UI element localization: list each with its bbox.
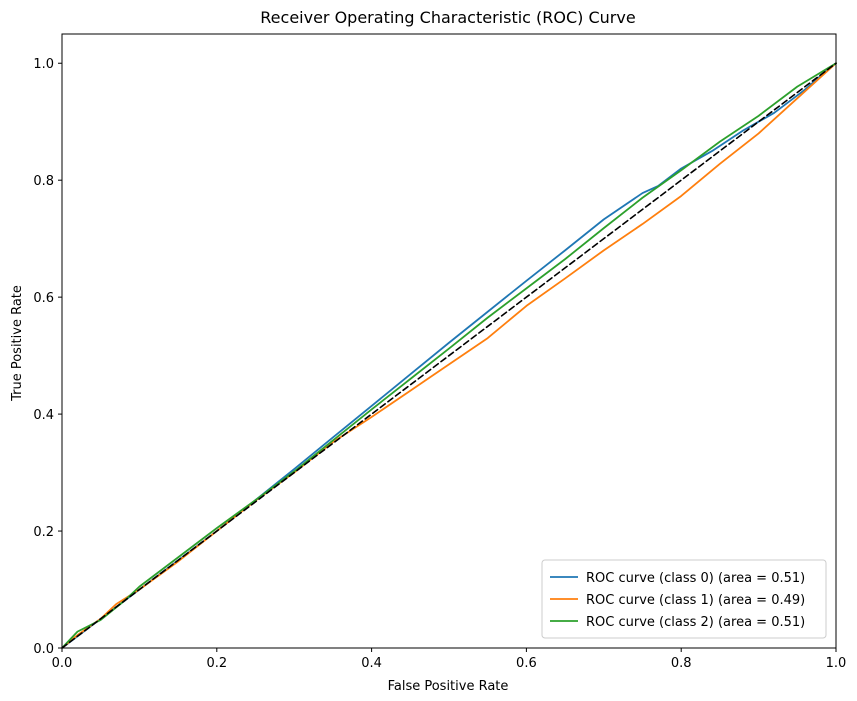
chance-diagonal-line — [61, 62, 837, 649]
y-tick-label: 0.6 — [33, 291, 54, 306]
x-tick-label: 1.0 — [826, 656, 847, 671]
x-tick-label: 0.6 — [516, 656, 537, 671]
x-tick-label: 0.4 — [361, 656, 382, 671]
y-tick-label: 0.8 — [33, 174, 54, 189]
x-tick-label: 0.2 — [206, 656, 227, 671]
chart-title: Receiver Operating Characteristic (ROC) … — [260, 8, 635, 27]
x-tick-label: 0.0 — [52, 656, 73, 671]
legend-box — [541, 559, 827, 639]
roc-series-line-class-2 — [61, 62, 837, 649]
legend-entry-label: ROC curve (class 1) (area = 0.49) — [586, 593, 805, 608]
y-tick-label: 0.0 — [33, 642, 54, 657]
x-axis-label: False Positive Rate — [388, 679, 509, 694]
plot-frame — [61, 33, 837, 649]
y-tick-label: 1.0 — [33, 57, 54, 72]
legend-entry-label: ROC curve (class 0) (area = 0.51) — [586, 571, 805, 586]
legend-entry-label: ROC curve (class 2) (area = 0.51) — [586, 615, 805, 630]
series-layer — [61, 62, 837, 649]
y-axis-label: True Positive Rate — [10, 285, 25, 402]
legend: ROC curve (class 0) (area = 0.51) ROC cur… — [541, 559, 827, 639]
y-tick-label: 0.4 — [33, 408, 54, 423]
plot-area — [62, 34, 836, 648]
x-tick-label: 0.8 — [671, 656, 692, 671]
ticks-layer: 0.0 0.2 0.4 0.6 0.8 1.0 0.0 0.2 0.4 0.6 0.8 1.0 — [33, 57, 846, 671]
y-tick-label: 0.2 — [33, 525, 54, 540]
